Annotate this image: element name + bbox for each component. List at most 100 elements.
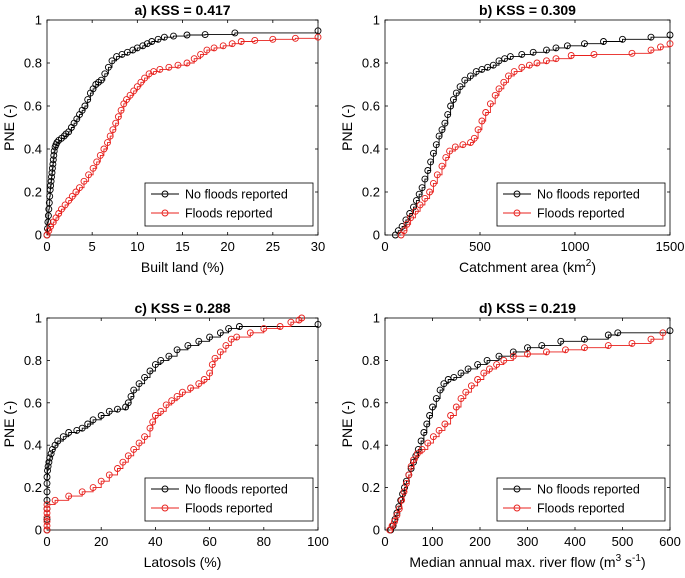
x-tick-label: 10 (130, 239, 144, 254)
data-point (557, 337, 565, 345)
data-point (233, 333, 241, 341)
x-tick-label: 200 (469, 534, 491, 549)
data-point (407, 214, 415, 222)
y-tick-label: 0.2 (362, 480, 380, 495)
y-axis-label: PNE (-) (1, 401, 17, 448)
legend-label: Floods reported (537, 207, 625, 221)
data-point (429, 179, 437, 187)
legend-label: No floods reported (537, 188, 640, 202)
x-axis-label-text: Latosols (%) (144, 554, 222, 570)
data-point (76, 184, 83, 192)
data-point (206, 333, 214, 341)
data-point (165, 63, 173, 71)
data-point (395, 505, 403, 513)
x-axis-label-text: Catchment area (km (459, 259, 586, 275)
data-point (491, 91, 499, 99)
legend-box (144, 182, 314, 227)
data-point (467, 72, 474, 80)
data-point (647, 46, 655, 54)
data-point (49, 156, 57, 164)
y-tick-label: 0 (373, 523, 380, 538)
x-axis-label: Median annual max. river flow (m3 s-1) (409, 553, 645, 570)
x-tick-label: 0 (381, 534, 388, 549)
data-point (219, 42, 227, 50)
legend-marker (161, 485, 169, 493)
legend-label: No floods reported (185, 483, 288, 497)
data-point (44, 212, 52, 220)
data-point (97, 76, 105, 84)
data-point (58, 205, 65, 213)
data-point (46, 454, 54, 462)
x-axis-label: Catchment area (km2) (459, 258, 596, 275)
data-point (509, 348, 517, 356)
data-point (464, 365, 472, 373)
x-tick-label: 0 (43, 239, 50, 254)
data-point (505, 72, 512, 80)
data-point (231, 29, 239, 37)
legend-box (496, 477, 666, 522)
data-point (114, 113, 122, 121)
data-point (429, 403, 436, 411)
data-point (314, 320, 322, 328)
data-point (143, 40, 151, 48)
data-point (43, 501, 51, 509)
series-line (390, 330, 671, 531)
data-point (59, 433, 67, 441)
data-point (406, 210, 414, 217)
data-point (657, 43, 664, 51)
data-point (413, 450, 421, 458)
data-point (117, 106, 125, 114)
y-tick-label: 0.6 (362, 395, 380, 410)
data-point (246, 329, 254, 337)
data-point (105, 471, 113, 479)
data-point (518, 63, 526, 71)
data-point (43, 518, 51, 525)
data-point (424, 439, 432, 447)
data-point (206, 369, 214, 377)
data-point (447, 102, 455, 110)
data-point (444, 111, 452, 119)
data-point (452, 89, 460, 97)
data-point (208, 361, 216, 369)
data-point (43, 231, 51, 239)
data-point (104, 63, 112, 71)
data-point (149, 418, 157, 426)
x-tick-label: 20 (94, 534, 108, 549)
data-point (604, 342, 612, 350)
data-point (137, 78, 145, 86)
data-point (482, 109, 490, 116)
y-axis-label: PNE (-) (339, 401, 355, 448)
data-point (510, 68, 518, 76)
data-point (84, 420, 92, 428)
data-point (46, 186, 54, 194)
data-point (124, 452, 132, 460)
data-point (43, 488, 51, 496)
chart-title: a) KSS = 0.417 (134, 2, 230, 18)
data-point (412, 197, 420, 205)
data-point (543, 57, 550, 65)
data-point (581, 335, 588, 343)
data-point (133, 83, 141, 91)
data-point (168, 397, 176, 405)
y-tick-label: 0 (373, 228, 380, 243)
data-point (130, 87, 138, 95)
data-point (123, 96, 130, 104)
x-tick-label: 80 (257, 534, 271, 549)
data-point (80, 177, 88, 185)
data-point (100, 145, 108, 153)
series-floods (386, 329, 667, 534)
x-tick-label: 500 (469, 239, 491, 254)
data-point (427, 158, 435, 166)
legend-marker (513, 209, 521, 217)
chart-panel-2: 0 500 1000 1500 0 0.2 0.4 0.6 0.8 1 b) KSS = 0.309… (339, 2, 684, 275)
data-point (538, 342, 546, 350)
data-point (438, 126, 446, 134)
data-point (104, 139, 111, 147)
data-point (81, 102, 89, 110)
data-point (85, 171, 93, 179)
data-point (486, 100, 494, 108)
x-tick-label: 400 (564, 534, 586, 549)
x-tick-label: 100 (422, 534, 444, 549)
data-point (160, 33, 168, 41)
